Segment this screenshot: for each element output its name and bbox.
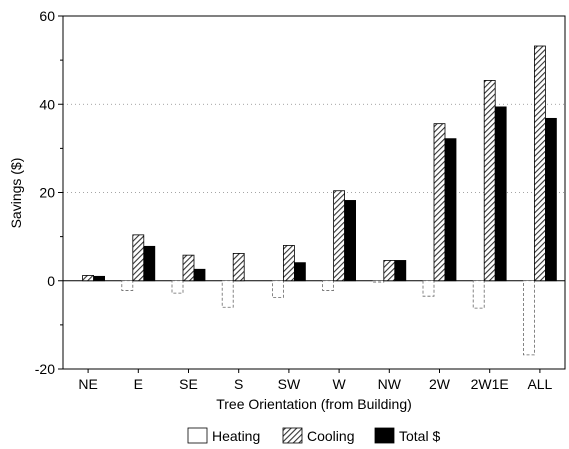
x-tick-label: 2W	[429, 376, 451, 392]
bar-total-2w	[444, 138, 457, 282]
legend-swatch-hatched	[282, 427, 303, 444]
bar-cooling-nw	[383, 260, 396, 282]
bar-cooling-all	[534, 45, 546, 282]
bar-heating-sw	[271, 280, 284, 298]
bar-total-2w1e	[494, 106, 507, 282]
bar-cooling-2w	[433, 123, 446, 282]
bar-heating-2w1e	[472, 280, 485, 309]
x-tick-label: NE	[78, 376, 97, 392]
legend-label: Cooling	[307, 428, 354, 444]
y-tick-label: -20	[35, 361, 55, 377]
legend-swatch-white	[187, 427, 208, 444]
legend-swatch-black	[374, 427, 395, 444]
bar-heating-e	[121, 280, 134, 291]
bar-heating-s	[221, 280, 234, 308]
bar-total-ne	[93, 275, 105, 282]
x-tick-label: ALL	[527, 376, 552, 392]
bar-total-nw	[394, 260, 407, 282]
x-tick-label: W	[332, 376, 346, 392]
x-tick-label: S	[234, 376, 243, 392]
bar-cooling-ne	[82, 275, 94, 282]
y-tick-label: 60	[39, 8, 55, 24]
legend-label: Heating	[212, 428, 260, 444]
x-tick-label: E	[134, 376, 143, 392]
bar-cooling-s	[232, 252, 245, 282]
bars	[82, 45, 557, 356]
x-axis-label: Tree Orientation (from Building)	[216, 396, 412, 412]
bar-total-w	[344, 200, 357, 282]
bar-heating-2w	[422, 280, 435, 297]
y-tick-label: 20	[39, 185, 55, 201]
bar-total-all	[545, 117, 557, 282]
x-tick-label: SW	[278, 376, 301, 392]
bar-heating-se	[171, 280, 184, 294]
bar-cooling-sw	[282, 245, 295, 282]
bar-total-se	[193, 268, 206, 282]
bar-heating-w	[322, 280, 335, 291]
bar-heating-nw	[372, 280, 385, 283]
bar-cooling-se	[182, 254, 195, 282]
legend: Heating Cooling Total $	[187, 427, 440, 444]
x-tick-label: NW	[378, 376, 402, 392]
y-axis-label: Savings ($)	[8, 158, 24, 229]
y-tick-label: 0	[47, 273, 55, 289]
bar-total-sw	[293, 262, 306, 282]
axes: -20 0 20 40 60 NE E SE S SW W NW 2W 2W1E ALL	[35, 8, 566, 392]
bar-heating-all	[523, 280, 535, 356]
bar-cooling-e	[132, 234, 145, 282]
bar-total-e	[143, 245, 156, 282]
bar-cooling-2w1e	[483, 80, 496, 282]
legend-label: Total $	[399, 428, 440, 444]
y-tick-label: 40	[39, 96, 55, 112]
x-tick-label: SE	[179, 376, 198, 392]
x-tick-label: 2W1E	[471, 376, 509, 392]
bar-cooling-w	[333, 190, 346, 282]
